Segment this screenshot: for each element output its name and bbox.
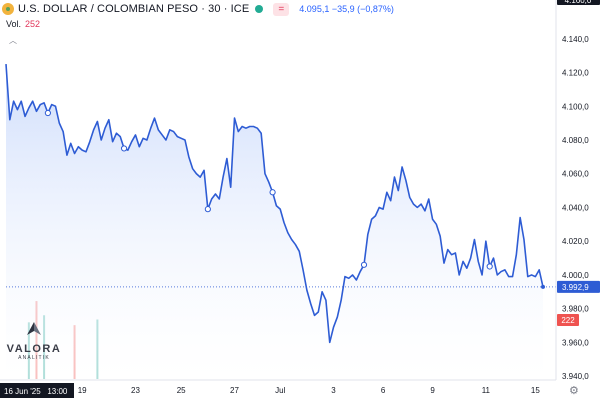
x-tick-label: 19	[78, 386, 87, 395]
volume-value: 252	[25, 19, 41, 29]
compare-button[interactable]: =	[273, 2, 290, 16]
price-badge-label: 3.992,9	[562, 283, 589, 292]
y-tick-label: 4.000,0	[562, 271, 589, 280]
x-tick-label: 23	[131, 386, 140, 395]
logo-subtitle: ANALITIK	[18, 355, 50, 361]
y-tick-label: 3.960,0	[562, 338, 589, 347]
y-tick-label: 3.980,0	[562, 305, 589, 314]
volume-badge	[557, 314, 579, 326]
gear-icon[interactable]: ⚙	[569, 385, 579, 397]
x-tick-label: Jul	[275, 386, 285, 395]
event-markers	[44, 109, 545, 289]
chevron-up-icon[interactable]: ︿	[9, 36, 17, 45]
event-marker	[269, 189, 276, 196]
volume-badge-label: 222	[561, 316, 575, 325]
event-marker	[204, 206, 211, 213]
y-tick-label: 4.080,0	[562, 136, 589, 145]
logo-mark-icon	[27, 322, 41, 335]
x-tick-label: 9	[430, 386, 435, 395]
x-tick-label: 3	[331, 386, 336, 395]
y-tick-label: 4.060,0	[562, 170, 589, 179]
last-change-value: 4.095,1 −35,9 (−0,87%)	[299, 4, 394, 14]
x-tick-label: 15	[531, 386, 540, 395]
price-line	[5, 64, 556, 344]
date-badge-label: 16 Jun '25 13:00	[4, 387, 68, 396]
x-tick-label: 25	[177, 386, 186, 395]
x-axis[interactable]: 19 23 25 27 Jul 3 6 9 11 15	[0, 379, 556, 395]
chart-header: U.S. DOLLAR / COLOMBIAN PESO · 30 · ICE …	[2, 0, 394, 18]
y-tick-label: 4.120,0	[562, 69, 589, 78]
volume-legend: Vol. 252	[6, 19, 40, 29]
y-tick-label: 4.140,0	[562, 35, 589, 44]
logo-brand: VALORA	[6, 343, 62, 355]
price-badge	[557, 280, 600, 293]
top-price-badge-label: 4.160,0	[565, 0, 592, 5]
currency-pair-icon	[2, 3, 14, 15]
series-area	[6, 64, 543, 380]
event-marker	[486, 263, 493, 270]
series-line	[5, 64, 544, 344]
volume-label: Vol.	[6, 19, 22, 29]
y-tick-label: 3.940,0	[562, 372, 589, 381]
event-marker	[360, 261, 368, 268]
date-badge	[0, 383, 74, 398]
x-tick-label: 11	[482, 386, 491, 395]
y-tick-label: 4.020,0	[562, 237, 589, 246]
watermark-logo: VALORA ANALITIK	[6, 322, 62, 361]
top-price-badge	[557, 0, 600, 5]
x-tick-label: 6	[381, 386, 386, 395]
market-status-dot	[255, 5, 264, 13]
area-fill	[6, 64, 543, 380]
x-tick-label: 27	[230, 386, 239, 395]
symbol-title[interactable]: U.S. DOLLAR / COLOMBIAN PESO · 30 · ICE	[18, 3, 250, 15]
event-marker	[44, 109, 51, 117]
y-axis[interactable]: 4.140,0 4.120,0 4.100,0 4.080,0 4.060,0 4.040…	[555, 0, 589, 381]
last-price-dot	[541, 284, 545, 289]
y-tick-label: 4.100,0	[562, 102, 589, 111]
event-marker	[120, 145, 128, 152]
y-tick-label: 4.040,0	[562, 203, 589, 212]
